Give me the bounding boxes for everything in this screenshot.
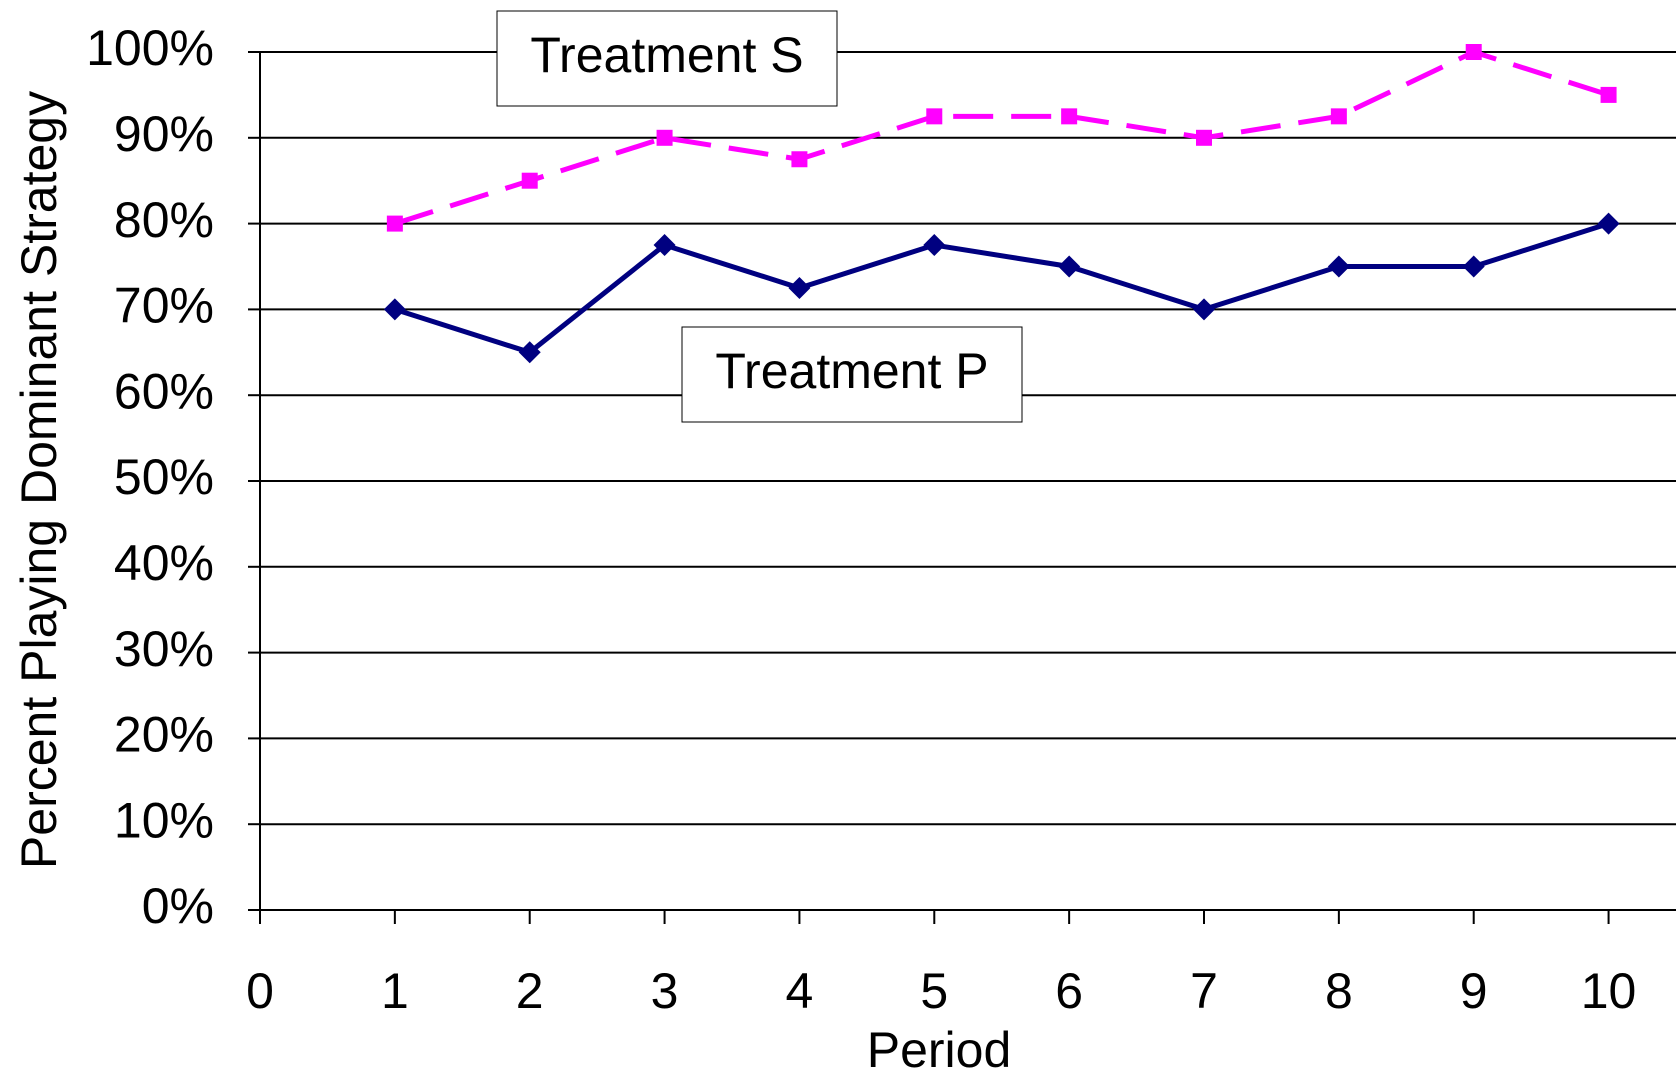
x-tick-label: 5 [920,963,948,1019]
marker [926,108,943,125]
x-tick-label: 9 [1460,963,1488,1019]
y-tick-label: 90% [114,106,214,162]
y-axis-label: Percent Playing Dominant Strategy [11,91,67,869]
marker [383,298,406,321]
x-tick-label: 10 [1581,963,1637,1019]
series-annotation: Treatment P [715,343,988,399]
marker [1600,86,1617,103]
marker [1327,255,1350,278]
marker [791,151,808,168]
x-tick-label: 1 [381,963,409,1019]
marker [386,215,403,232]
marker [518,341,541,364]
marker [788,276,811,299]
y-tick-label: 100% [86,20,214,76]
y-tick-label: 10% [114,792,214,848]
y-tick-label: 80% [114,192,214,248]
x-axis-label: Period [867,1022,1012,1078]
annotation-box [681,326,1023,423]
annotation-box [496,10,838,107]
series-annotation: Treatment S [530,27,803,83]
marker [1462,255,1485,278]
x-tick-label: 3 [651,963,679,1019]
y-tick-label: 40% [114,535,214,591]
x-tick-label: 8 [1325,963,1353,1019]
marker [1058,255,1081,278]
y-tick-label: 30% [114,621,214,677]
y-tick-label: 60% [114,363,214,419]
x-tick-label: 4 [786,963,814,1019]
x-tick-label: 0 [246,963,274,1019]
series-line [394,49,1610,226]
y-tick-label: 50% [114,449,214,505]
y-tick-label: 0% [142,878,214,934]
marker [1330,108,1347,125]
y-tick-label: 20% [114,707,214,763]
marker [656,129,673,146]
x-tick-label: 6 [1055,963,1083,1019]
marker [653,234,676,257]
y-tick-label: 70% [114,278,214,334]
marker [1465,44,1482,60]
marker [923,234,946,257]
marker [1597,212,1620,235]
marker [1193,298,1215,321]
marker [1061,108,1078,125]
x-tick-label: 7 [1190,963,1218,1019]
marker [521,172,538,189]
marker [1196,129,1212,146]
x-tick-label: 2 [516,963,544,1019]
series-line [394,221,1610,356]
